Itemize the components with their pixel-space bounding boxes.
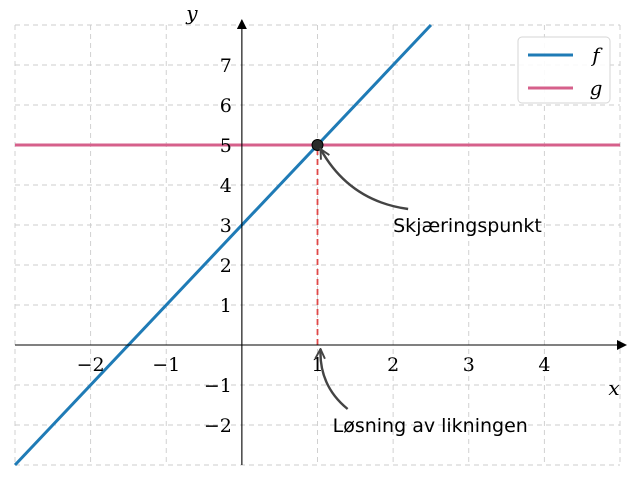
- annotation-label: Skjæringspunkt: [393, 215, 542, 237]
- y-axis-label: y: [185, 1, 198, 25]
- legend-label-g: g: [590, 76, 603, 100]
- series-line-f: [13, 23, 433, 467]
- x-tick-label: 2: [387, 354, 399, 376]
- annotation-arrow: [320, 349, 349, 410]
- y-tick-label: −1: [204, 375, 232, 397]
- y-tick-label: −2: [204, 415, 232, 437]
- x-tick-label: 4: [538, 354, 550, 376]
- x-tick-label: 3: [463, 354, 475, 376]
- y-tick-label: 7: [220, 55, 232, 77]
- x-tick-label: −2: [77, 354, 105, 376]
- x-tick-label: −1: [152, 354, 180, 376]
- annotation-arrow: [319, 149, 409, 211]
- y-tick-label: 5: [220, 135, 232, 157]
- y-tick-label: 2: [220, 255, 232, 277]
- annotations: Skjæringspunkt Løsning av likningen: [319, 149, 542, 437]
- annotation-label: Løsning av likningen: [333, 415, 528, 437]
- axes: xy: [15, 1, 627, 465]
- x-axis-label: x: [608, 376, 619, 400]
- y-tick-label: 6: [220, 95, 232, 117]
- y-tick-label: 1: [220, 295, 232, 317]
- legend: fg: [517, 36, 611, 104]
- y-tick-label: 4: [220, 175, 232, 197]
- y-tick-label: 3: [220, 215, 232, 237]
